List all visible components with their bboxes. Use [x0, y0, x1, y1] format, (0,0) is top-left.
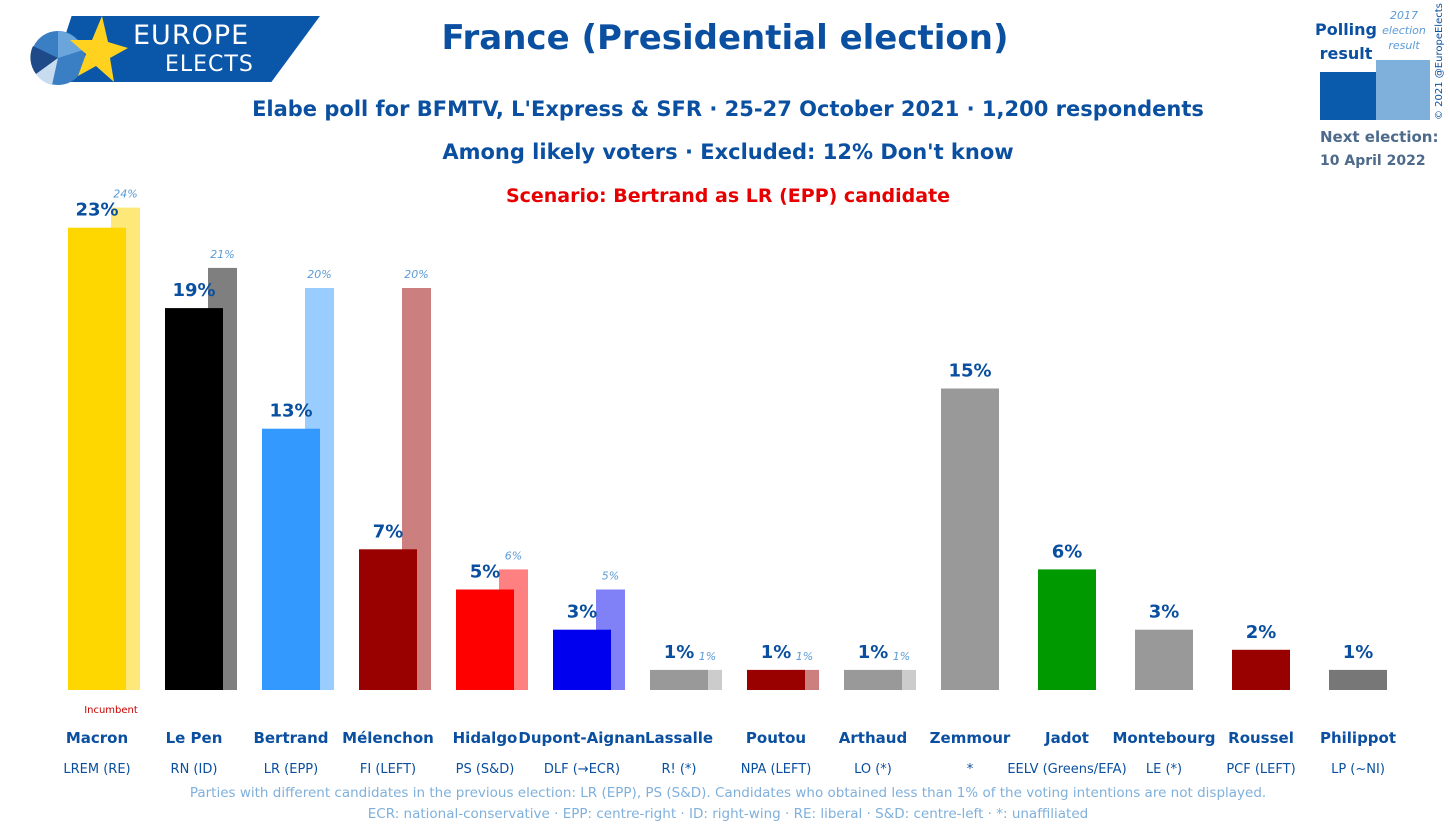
party-label-1: RN (ID)	[171, 762, 218, 777]
candidate-name-0: Macron	[66, 729, 128, 747]
bar-2017-label-7: 1%	[796, 650, 813, 663]
bar-poll-label-9: 15%	[948, 361, 991, 382]
bar-poll-label-0: 23%	[75, 200, 118, 221]
bar-poll-7	[747, 669, 805, 690]
bar-poll-label-1: 19%	[172, 280, 215, 301]
legend-polling-swatch	[1320, 72, 1376, 120]
bar-poll-9	[941, 388, 999, 690]
party-label-10: EELV (Greens/EFA)	[1007, 762, 1126, 777]
bar-2017-label-6: 1%	[699, 650, 716, 663]
logo-text-elects: ELECTS	[165, 52, 254, 77]
party-label-6: R! (*)	[661, 762, 696, 777]
party-label-0: LREM (RE)	[63, 762, 130, 777]
bar-poll-12	[1232, 649, 1290, 690]
bar-poll-label-4: 5%	[470, 562, 501, 583]
candidate-name-1: Le Pen	[166, 729, 223, 747]
candidate-name-9: Zemmour	[930, 729, 1011, 747]
next-election-date: 10 April 2022	[1320, 153, 1426, 169]
candidate-name-3: Mélenchon	[342, 729, 434, 747]
bar-poll-11	[1135, 629, 1193, 690]
party-label-3: FI (LEFT)	[360, 762, 416, 777]
bar-poll-label-8: 1%	[858, 642, 889, 663]
party-label-12: PCF (LEFT)	[1226, 762, 1295, 777]
candidate-name-11: Montebourg	[1112, 729, 1215, 747]
bar-poll-label-2: 13%	[269, 401, 312, 422]
bar-2017-label-5: 5%	[602, 570, 619, 583]
party-label-4: PS (S&D)	[456, 762, 515, 777]
bar-poll-label-7: 1%	[761, 642, 792, 663]
bar-poll-0	[68, 227, 126, 690]
bar-poll-label-6: 1%	[664, 642, 695, 663]
party-label-8: LO (*)	[854, 762, 892, 777]
party-label-2: LR (EPP)	[264, 762, 318, 777]
legend-polling-label: Polling result	[1314, 20, 1377, 63]
bar-2017-label-1: 21%	[210, 248, 234, 261]
legend-previous-swatch	[1376, 60, 1430, 120]
bar-poll-6	[650, 669, 708, 690]
candidate-name-13: Philippot	[1320, 729, 1396, 747]
bar-poll-label-13: 1%	[1343, 642, 1374, 663]
candidate-name-12: Roussel	[1228, 729, 1294, 747]
legend-previous-label: 2017 election result	[1382, 9, 1426, 52]
bar-poll-label-3: 7%	[373, 521, 404, 542]
bar-poll-5	[553, 629, 611, 690]
bar-poll-8	[844, 669, 902, 690]
footnote-abbreviations: ECR: national-conservative · EPP: centre…	[367, 806, 1089, 822]
candidate-name-4: Hidalgo	[453, 729, 518, 747]
bar-poll-2	[262, 428, 320, 690]
chart-title: France (Presidential election)	[441, 18, 1009, 58]
candidate-name-10: Jadot	[1044, 729, 1089, 747]
logo-text-europe: EUROPE	[133, 20, 250, 51]
bar-2017-label-2: 20%	[307, 268, 331, 281]
party-label-13: LP (~NI)	[1331, 762, 1385, 777]
candidate-name-6: Lassalle	[645, 729, 713, 747]
bar-poll-13	[1329, 669, 1387, 690]
party-label-11: LE (*)	[1146, 762, 1182, 777]
logo-star-icon	[30, 16, 128, 85]
party-label-9: *	[967, 762, 974, 777]
scenario-note: Scenario: Bertrand as LR (EPP) candidate	[505, 185, 951, 207]
bar-poll-label-12: 2%	[1246, 622, 1277, 643]
bar-poll-3	[359, 549, 417, 690]
bar-2017-label-0: 24%	[113, 188, 137, 201]
bar-2017-label-8: 1%	[893, 650, 910, 663]
bar-poll-1	[165, 308, 223, 690]
candidate-name-2: Bertrand	[253, 729, 328, 747]
candidate-name-5: Dupont-Aignan	[518, 729, 645, 747]
next-election-label: Next election:	[1320, 128, 1439, 146]
footnote-parties: Parties with different candidates in the…	[189, 785, 1267, 801]
candidate-name-7: Poutou	[746, 729, 806, 747]
party-label-5: DLF (→ECR)	[544, 762, 620, 777]
bar-poll-4	[456, 589, 514, 690]
bar-poll-label-11: 3%	[1149, 602, 1180, 623]
incumbent-label: Incumbent	[84, 705, 138, 716]
bar-poll-10	[1038, 569, 1096, 690]
europe-elects-logo: EUROPE ELECTS	[0, 0, 330, 95]
chart-subtitle-voters: Among likely voters · Excluded: 12% Don'…	[442, 140, 1014, 164]
bar-2017-label-3: 20%	[404, 268, 428, 281]
party-label-7: NPA (LEFT)	[741, 762, 812, 777]
chart-subtitle: Elabe poll for BFMTV, L'Express & SFR · …	[252, 97, 1204, 121]
candidate-name-8: Arthaud	[839, 729, 907, 747]
bar-poll-label-5: 3%	[567, 602, 598, 623]
bar-poll-label-10: 6%	[1052, 541, 1083, 562]
bar-2017-label-4: 6%	[505, 549, 522, 562]
